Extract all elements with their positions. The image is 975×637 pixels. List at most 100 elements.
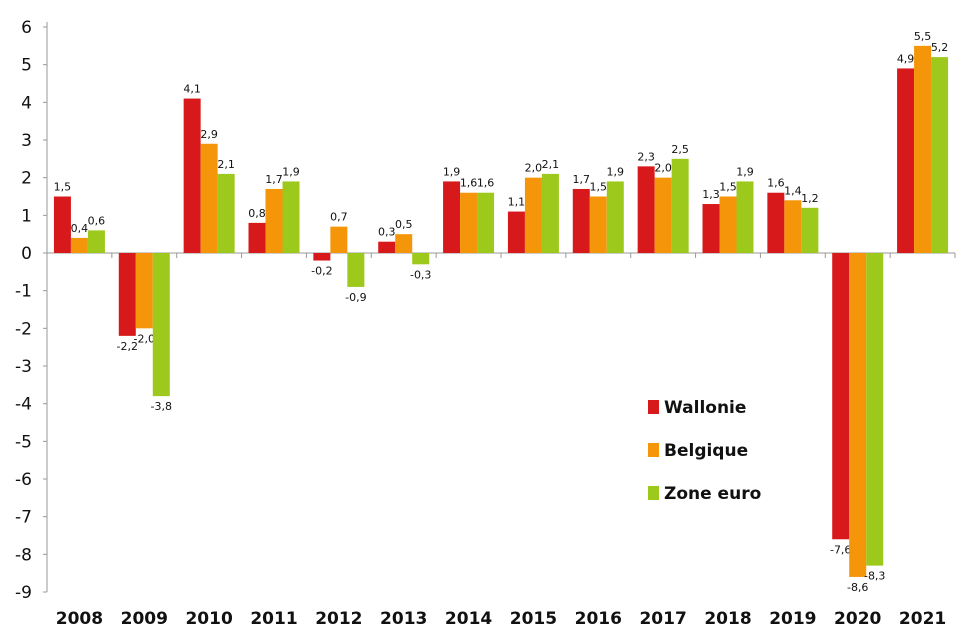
data-label: 1,3: [702, 188, 720, 201]
bar-wallonie: [443, 181, 461, 253]
y-tick-label: -9: [15, 583, 32, 603]
bar-wallonie: [702, 204, 720, 253]
data-label: 1,6: [460, 177, 478, 190]
bar-wallonie: [378, 241, 396, 253]
y-tick-label: 3: [21, 131, 32, 151]
data-label: 1,9: [443, 165, 461, 178]
y-tick-label: -4: [15, 395, 32, 415]
legend-swatch-zone-euro: [648, 486, 659, 500]
bar-zone-euro: [477, 192, 495, 253]
x-tick-label: 2011: [250, 609, 297, 629]
x-tick-label: 2012: [315, 609, 362, 629]
bar-belgique: [719, 196, 737, 253]
data-label: -2,2: [117, 340, 138, 353]
bar-wallonie: [507, 211, 525, 253]
bar-zone-euro: [217, 173, 235, 253]
bar-belgique: [330, 226, 348, 253]
data-label: 2,1: [217, 158, 235, 171]
x-tick-label: 2019: [769, 609, 816, 629]
legend-label: Zone euro: [664, 484, 761, 504]
x-tick-label: 2021: [899, 609, 946, 629]
data-label: 0,6: [88, 214, 106, 227]
bar-zone-euro: [87, 230, 105, 253]
y-tick-label: -1: [15, 282, 32, 302]
bar-wallonie: [897, 68, 915, 253]
bar-zone-euro: [671, 158, 689, 253]
bar-zone-euro: [931, 57, 949, 254]
y-tick-label: 0: [21, 244, 32, 264]
bar-zone-euro: [152, 253, 170, 397]
bar-wallonie: [572, 188, 590, 253]
bar-belgique: [849, 253, 867, 577]
y-tick-label: 5: [21, 56, 32, 76]
data-label: 0,4: [71, 222, 89, 235]
legend-label: Belgique: [664, 441, 748, 461]
legend-label: Wallonie: [664, 398, 746, 418]
x-tick-label: 2014: [445, 609, 492, 629]
data-label: 1,5: [719, 181, 737, 194]
data-label: 1,4: [784, 184, 802, 197]
data-label: -7,6: [830, 543, 851, 556]
data-label: 1,7: [573, 173, 591, 186]
data-label: 2,5: [671, 143, 689, 156]
y-tick-label: -8: [15, 545, 32, 565]
data-label: 1,6: [477, 177, 495, 190]
bar-belgique: [914, 45, 932, 254]
y-tick-label: -7: [15, 508, 32, 528]
x-tick-label: 2016: [575, 609, 622, 629]
data-label: 5,2: [931, 41, 949, 54]
x-tick-label: 2017: [639, 609, 686, 629]
x-tick-label: 2018: [704, 609, 751, 629]
bar-zone-euro: [736, 181, 754, 253]
bar-belgique: [784, 200, 802, 253]
data-label: 2,0: [525, 162, 543, 175]
bar-wallonie: [248, 222, 266, 253]
bar-belgique: [460, 192, 478, 253]
bar-wallonie: [183, 98, 201, 253]
x-tick-label: 2010: [185, 609, 232, 629]
data-label: 1,9: [736, 165, 754, 178]
y-tick-label: -3: [15, 357, 32, 377]
bar-wallonie: [832, 253, 850, 540]
data-label: 1,5: [54, 181, 72, 194]
bar-belgique: [200, 143, 218, 253]
data-label: 1,9: [282, 165, 300, 178]
data-label: 1,6: [767, 177, 785, 190]
bar-wallonie: [767, 192, 785, 253]
bar-zone-euro: [412, 253, 430, 265]
data-label: 1,9: [607, 165, 625, 178]
data-label: 0,5: [395, 218, 413, 231]
bar-zone-euro: [282, 181, 300, 253]
data-label: -0,2: [311, 265, 332, 278]
y-tick-label: 4: [21, 93, 32, 113]
data-label: -0,3: [410, 268, 431, 281]
legend-swatch-wallonie: [648, 400, 659, 414]
bar-belgique: [524, 177, 542, 253]
y-tick-label: 1: [21, 206, 32, 226]
data-label: 1,2: [801, 192, 819, 205]
data-label: -0,9: [345, 291, 366, 304]
data-label: -2,0: [134, 332, 155, 345]
data-label: 2,0: [654, 162, 672, 175]
data-label: -8,3: [864, 570, 885, 583]
data-label: 1,7: [265, 173, 283, 186]
bar-zone-euro: [606, 181, 624, 253]
x-tick-label: 2009: [121, 609, 168, 629]
bar-wallonie: [313, 253, 331, 261]
bar-zone-euro: [541, 173, 559, 253]
data-label: 2,3: [637, 150, 655, 163]
y-tick-label: 2: [21, 169, 32, 189]
y-tick-label: 6: [21, 18, 32, 38]
data-label: 0,7: [330, 211, 348, 224]
bar-zone-euro: [866, 253, 884, 566]
data-label: 0,3: [378, 226, 396, 239]
y-tick-label: -6: [15, 470, 32, 490]
bar-belgique: [589, 196, 607, 253]
data-label: -8,6: [847, 581, 868, 594]
data-label: 4,9: [897, 52, 915, 65]
data-label: 0,8: [248, 207, 266, 220]
data-label: 1,5: [590, 181, 608, 194]
bar-belgique: [265, 188, 283, 253]
